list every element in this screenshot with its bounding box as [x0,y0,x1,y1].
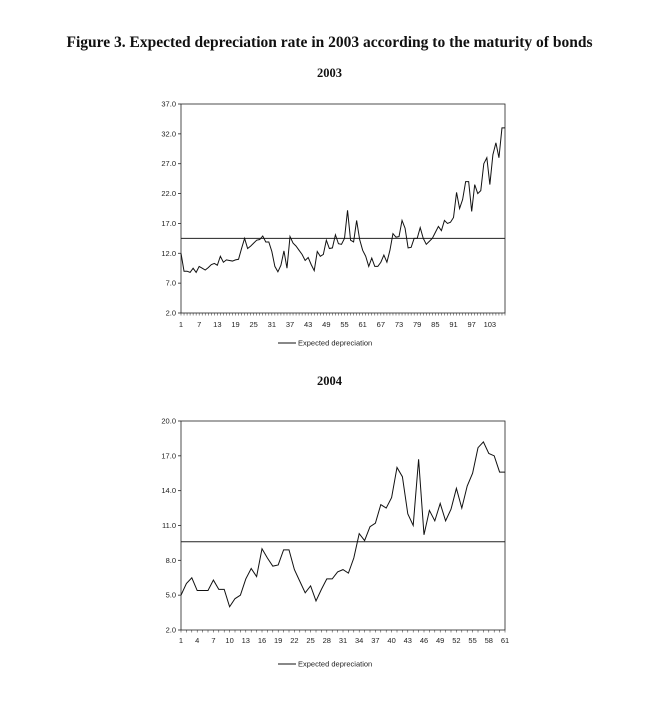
x-tick-label: 49 [322,320,330,329]
y-tick-label: 14.0 [161,486,176,495]
chart-2003: 2.0 7.0 12.0 17.0 22.0 27.0 32.0 37.0 1 7 13 19 25 31… [161,100,506,348]
legend-label: Expected depreciation [298,339,372,348]
x-tick-label: 52 [452,636,460,645]
x-tick-label: 31 [268,320,276,329]
y-tick-label: 37.0 [161,100,176,109]
y-tick-label: 2.0 [166,626,176,635]
x-tick-label: 43 [404,636,412,645]
x-tick-label: 1 [179,320,183,329]
chart-2-title: 2004 [317,374,342,388]
chart-1-title: 2003 [317,66,342,80]
x-tick-label: 40 [387,636,395,645]
y-tick-label: 5.0 [166,591,176,600]
x-tick-label: 73 [395,320,403,329]
y-tick-label: 12.0 [161,249,176,258]
series-line-expected-depreciation [180,127,505,274]
x-tick-label: 37 [286,320,294,329]
y-tick-label: 17.0 [161,451,176,460]
plot-frame [180,103,506,314]
x-tick-label: 37 [371,636,379,645]
y-tick-label: 2.0 [166,309,176,318]
x-tick-label: 25 [306,636,314,645]
x-tick-label: 1 [179,636,183,645]
x-tick-label: 55 [468,636,476,645]
x-tick-label: 10 [225,636,233,645]
y-tick-label: 22.0 [161,189,176,198]
x-tick-label: 34 [355,636,363,645]
series-line-expected-depreciation [180,441,505,608]
x-tick-label: 13 [242,636,250,645]
x-tick-label: 46 [420,636,428,645]
x-tick-label: 55 [340,320,348,329]
x-tick-label: 7 [211,636,215,645]
chart-2004: 2.0 5.0 8.0 11.0 14.0 17.0 20.0 1 4 7 10 13 16 19 22 25… [161,417,509,669]
y-tick-label: 17.0 [161,219,176,228]
x-tick-label: 58 [485,636,493,645]
x-tick-label: 97 [468,320,476,329]
x-tick-label: 103 [484,320,497,329]
x-tick-label: 43 [304,320,312,329]
y-tick-label: 11.0 [162,521,176,530]
x-tick-label: 85 [431,320,439,329]
x-tick-label: 61 [501,636,509,645]
plot-frame [180,420,506,631]
x-tick-label: 61 [359,320,367,329]
x-tick-label: 31 [339,636,347,645]
x-tick-label: 79 [413,320,421,329]
x-tick-label: 7 [197,320,201,329]
y-tick-label: 8.0 [166,556,176,565]
y-tick-label: 27.0 [161,159,176,168]
x-tick-label: 19 [231,320,239,329]
x-tick-label: 25 [250,320,258,329]
y-tick-label: 20.0 [161,417,176,426]
x-tick-label: 28 [323,636,331,645]
y-tick-label: 32.0 [161,129,176,138]
legend-label: Expected depreciation [298,660,372,669]
x-tick-label: 67 [377,320,385,329]
x-tick-label: 13 [213,320,221,329]
x-tick-label: 91 [449,320,457,329]
x-tick-label: 19 [274,636,282,645]
x-tick-label: 22 [290,636,298,645]
x-tick-label: 16 [258,636,266,645]
x-tick-label: 49 [436,636,444,645]
x-tick-label: 4 [195,636,199,645]
y-tick-label: 7.0 [166,279,176,288]
figure-title: Figure 3. Expected depreciation rate in … [66,34,593,51]
